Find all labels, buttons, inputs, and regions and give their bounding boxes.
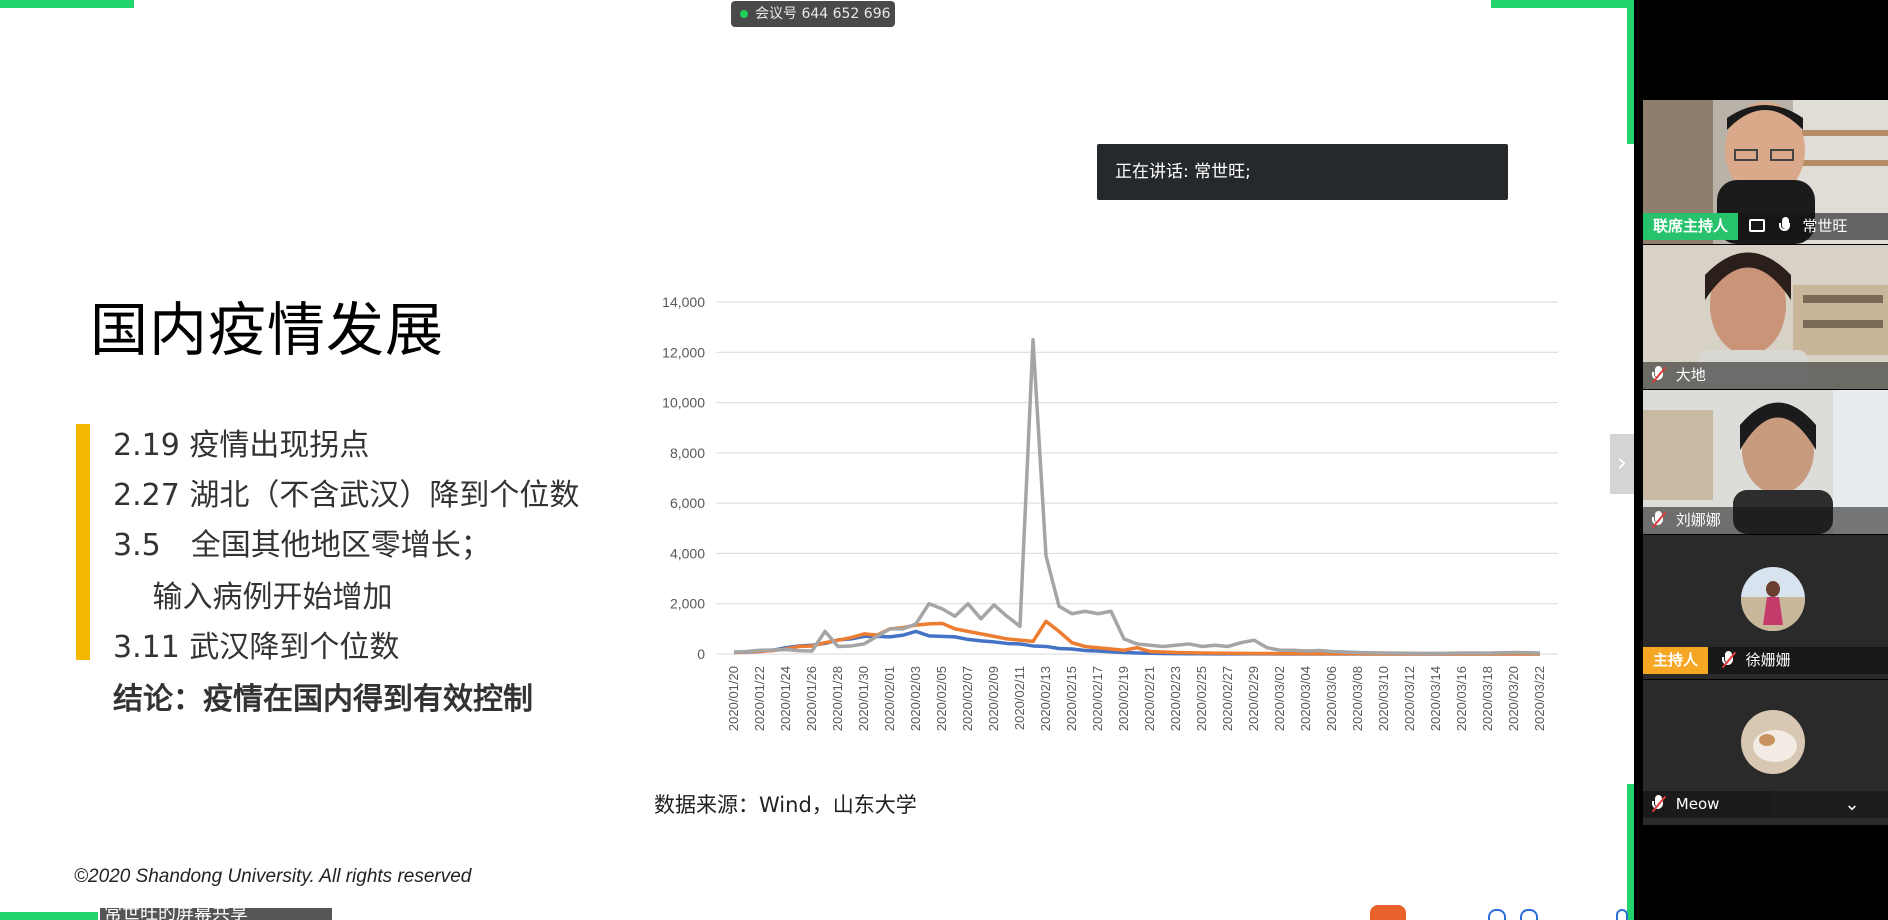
y-tick-label: 14,000 xyxy=(662,294,705,310)
app-logo-icon xyxy=(1370,905,1406,920)
share-border-top-right xyxy=(1491,0,1634,8)
share-border-right-top xyxy=(1627,0,1634,144)
cohost-badge: 联席主持人 xyxy=(1643,213,1739,240)
x-tick-label: 2020/02/09 xyxy=(986,666,1001,731)
screen-share-label: 常世旺的屏幕共享 xyxy=(100,908,332,920)
participant-name: 徐姗姗 xyxy=(1745,651,1791,669)
y-tick-label: 8,000 xyxy=(670,445,705,461)
toolbar-icon[interactable] xyxy=(1616,909,1628,920)
bullet-item: 3.5 全国其他地区零增长； xyxy=(113,528,491,563)
participant-name-bar: 主持人 徐姗姗 xyxy=(1643,647,1888,674)
x-tick-label: 2020/02/23 xyxy=(1168,666,1183,731)
x-tick-label: 2020/01/28 xyxy=(830,666,845,731)
y-tick-label: 6,000 xyxy=(670,495,705,511)
x-tick-label: 2020/03/08 xyxy=(1350,666,1365,731)
data-source-note: 数据来源：Wind，山东大学 xyxy=(654,793,917,817)
x-tick-label: 2020/02/29 xyxy=(1246,666,1261,731)
participant-tile[interactable]: 主持人 徐姗姗 xyxy=(1643,535,1888,679)
x-tick-label: 2020/03/14 xyxy=(1428,666,1443,731)
copyright-text: ©2020 Shandong University. All rights re… xyxy=(74,866,472,887)
x-tick-label: 2020/03/10 xyxy=(1376,666,1391,731)
mic-muted-icon xyxy=(1721,650,1736,669)
x-tick-label: 2020/02/21 xyxy=(1142,666,1157,731)
series-line-3 xyxy=(733,337,1541,656)
avatar xyxy=(1741,567,1805,631)
x-tick-label: 2020/01/22 xyxy=(752,666,767,731)
x-tick-label: 2020/03/22 xyxy=(1532,666,1547,731)
participant-name: Meow xyxy=(1675,795,1720,813)
mic-muted-icon xyxy=(1651,365,1667,384)
x-tick-label: 2020/02/03 xyxy=(908,666,923,731)
x-tick-label: 2020/03/12 xyxy=(1402,666,1417,731)
mic-muted-icon xyxy=(1651,510,1667,529)
x-tick-label: 2020/02/15 xyxy=(1064,666,1079,731)
x-tick-label: 2020/02/07 xyxy=(960,666,975,731)
x-tick-label: 2020/03/20 xyxy=(1506,666,1521,731)
mic-muted-icon xyxy=(1651,794,1667,813)
share-border-bottom-left xyxy=(0,912,98,920)
toolbar-icon[interactable] xyxy=(1488,909,1506,920)
x-tick-label: 2020/01/30 xyxy=(856,666,871,731)
avatar xyxy=(1741,710,1805,774)
x-tick-label: 2020/03/02 xyxy=(1272,666,1287,731)
speaking-tooltip: 正在讲话: 常世旺; xyxy=(1097,144,1508,200)
x-tick-label: 2020/02/19 xyxy=(1116,666,1131,731)
participant-tile[interactable]: 大地 xyxy=(1643,245,1888,389)
x-tick-label: 2020/01/26 xyxy=(804,666,819,731)
share-border-right-bottom xyxy=(1627,784,1634,920)
bullet-item: 2.19 疫情出现拐点 xyxy=(113,428,370,463)
shared-screen: 会议号 644 652 696 国内疫情发展 2.19 疫情出现拐点 2.27 … xyxy=(0,0,1634,920)
x-tick-label: 2020/02/13 xyxy=(1038,666,1053,731)
meeting-id-text: 会议号 644 652 696 xyxy=(755,6,891,22)
x-tick-label: 2020/03/04 xyxy=(1298,666,1313,731)
participant-tile[interactable]: Meow ⌄ xyxy=(1643,680,1888,825)
status-dot-icon xyxy=(740,10,748,18)
x-tick-label: 2020/03/06 xyxy=(1324,666,1339,731)
bottom-toolbar-partial xyxy=(1370,903,1634,920)
share-border-top-left xyxy=(0,0,134,8)
x-tick-label: 2020/03/18 xyxy=(1480,666,1495,731)
y-tick-label: 4,000 xyxy=(670,545,705,561)
y-tick-label: 12,000 xyxy=(662,344,705,360)
x-tick-label: 2020/03/16 xyxy=(1454,666,1469,731)
meeting-id-pill[interactable]: 会议号 644 652 696 xyxy=(731,1,895,27)
participant-name: 常世旺 xyxy=(1802,217,1848,235)
bullet-item: 输入病例开始增加 xyxy=(113,580,393,615)
participant-name-bar: 大地 xyxy=(1643,362,1888,389)
participant-name: 大地 xyxy=(1675,366,1706,384)
y-tick-label: 2,000 xyxy=(670,596,705,612)
host-badge: 主持人 xyxy=(1643,647,1709,674)
participant-name: 刘娜娜 xyxy=(1675,511,1721,529)
bullet-accent-bar xyxy=(76,424,90,660)
participant-name-bar: 联席主持人 常世旺 xyxy=(1643,213,1888,240)
slide-title: 国内疫情发展 xyxy=(90,296,445,364)
bullet-item: 2.27 湖北（不含武汉）降到个位数 xyxy=(113,478,580,513)
next-page-arrow-icon[interactable]: › xyxy=(1610,434,1634,494)
x-tick-label: 2020/02/27 xyxy=(1220,666,1235,731)
participant-tile[interactable]: 刘娜娜 xyxy=(1643,390,1888,534)
x-tick-label: 2020/02/05 xyxy=(934,666,949,731)
participant-tile[interactable]: 联席主持人 常世旺 xyxy=(1643,100,1888,244)
mic-icon xyxy=(1778,216,1792,235)
chevron-down-icon[interactable]: ⌄ xyxy=(1771,791,1888,818)
y-tick-label: 10,000 xyxy=(662,395,705,411)
x-tick-label: 2020/02/25 xyxy=(1194,666,1209,731)
x-tick-label: 2020/02/17 xyxy=(1090,666,1105,731)
y-tick-label: 0 xyxy=(697,646,705,662)
x-tick-label: 2020/02/11 xyxy=(1012,666,1027,730)
series-line-2 xyxy=(733,619,1540,656)
participant-name-bar: 刘娜娜 xyxy=(1643,507,1888,534)
x-tick-label: 2020/01/20 xyxy=(726,666,741,731)
participant-name-bar: Meow ⌄ xyxy=(1643,791,1888,818)
toolbar-icon[interactable] xyxy=(1520,909,1538,920)
x-tick-label: 2020/02/01 xyxy=(882,666,897,731)
epidemic-line-chart: 0 2,000 4,000 6,000 8,000 10,000 12,000 14,000 2… xyxy=(662,294,1558,731)
conclusion-text: 结论：疫情在国内得到有效控制 xyxy=(113,682,533,717)
screen-share-icon xyxy=(1748,219,1765,232)
x-tick-label: 2020/01/24 xyxy=(778,666,793,731)
bullet-item: 3.11 武汉降到个位数 xyxy=(113,630,400,665)
